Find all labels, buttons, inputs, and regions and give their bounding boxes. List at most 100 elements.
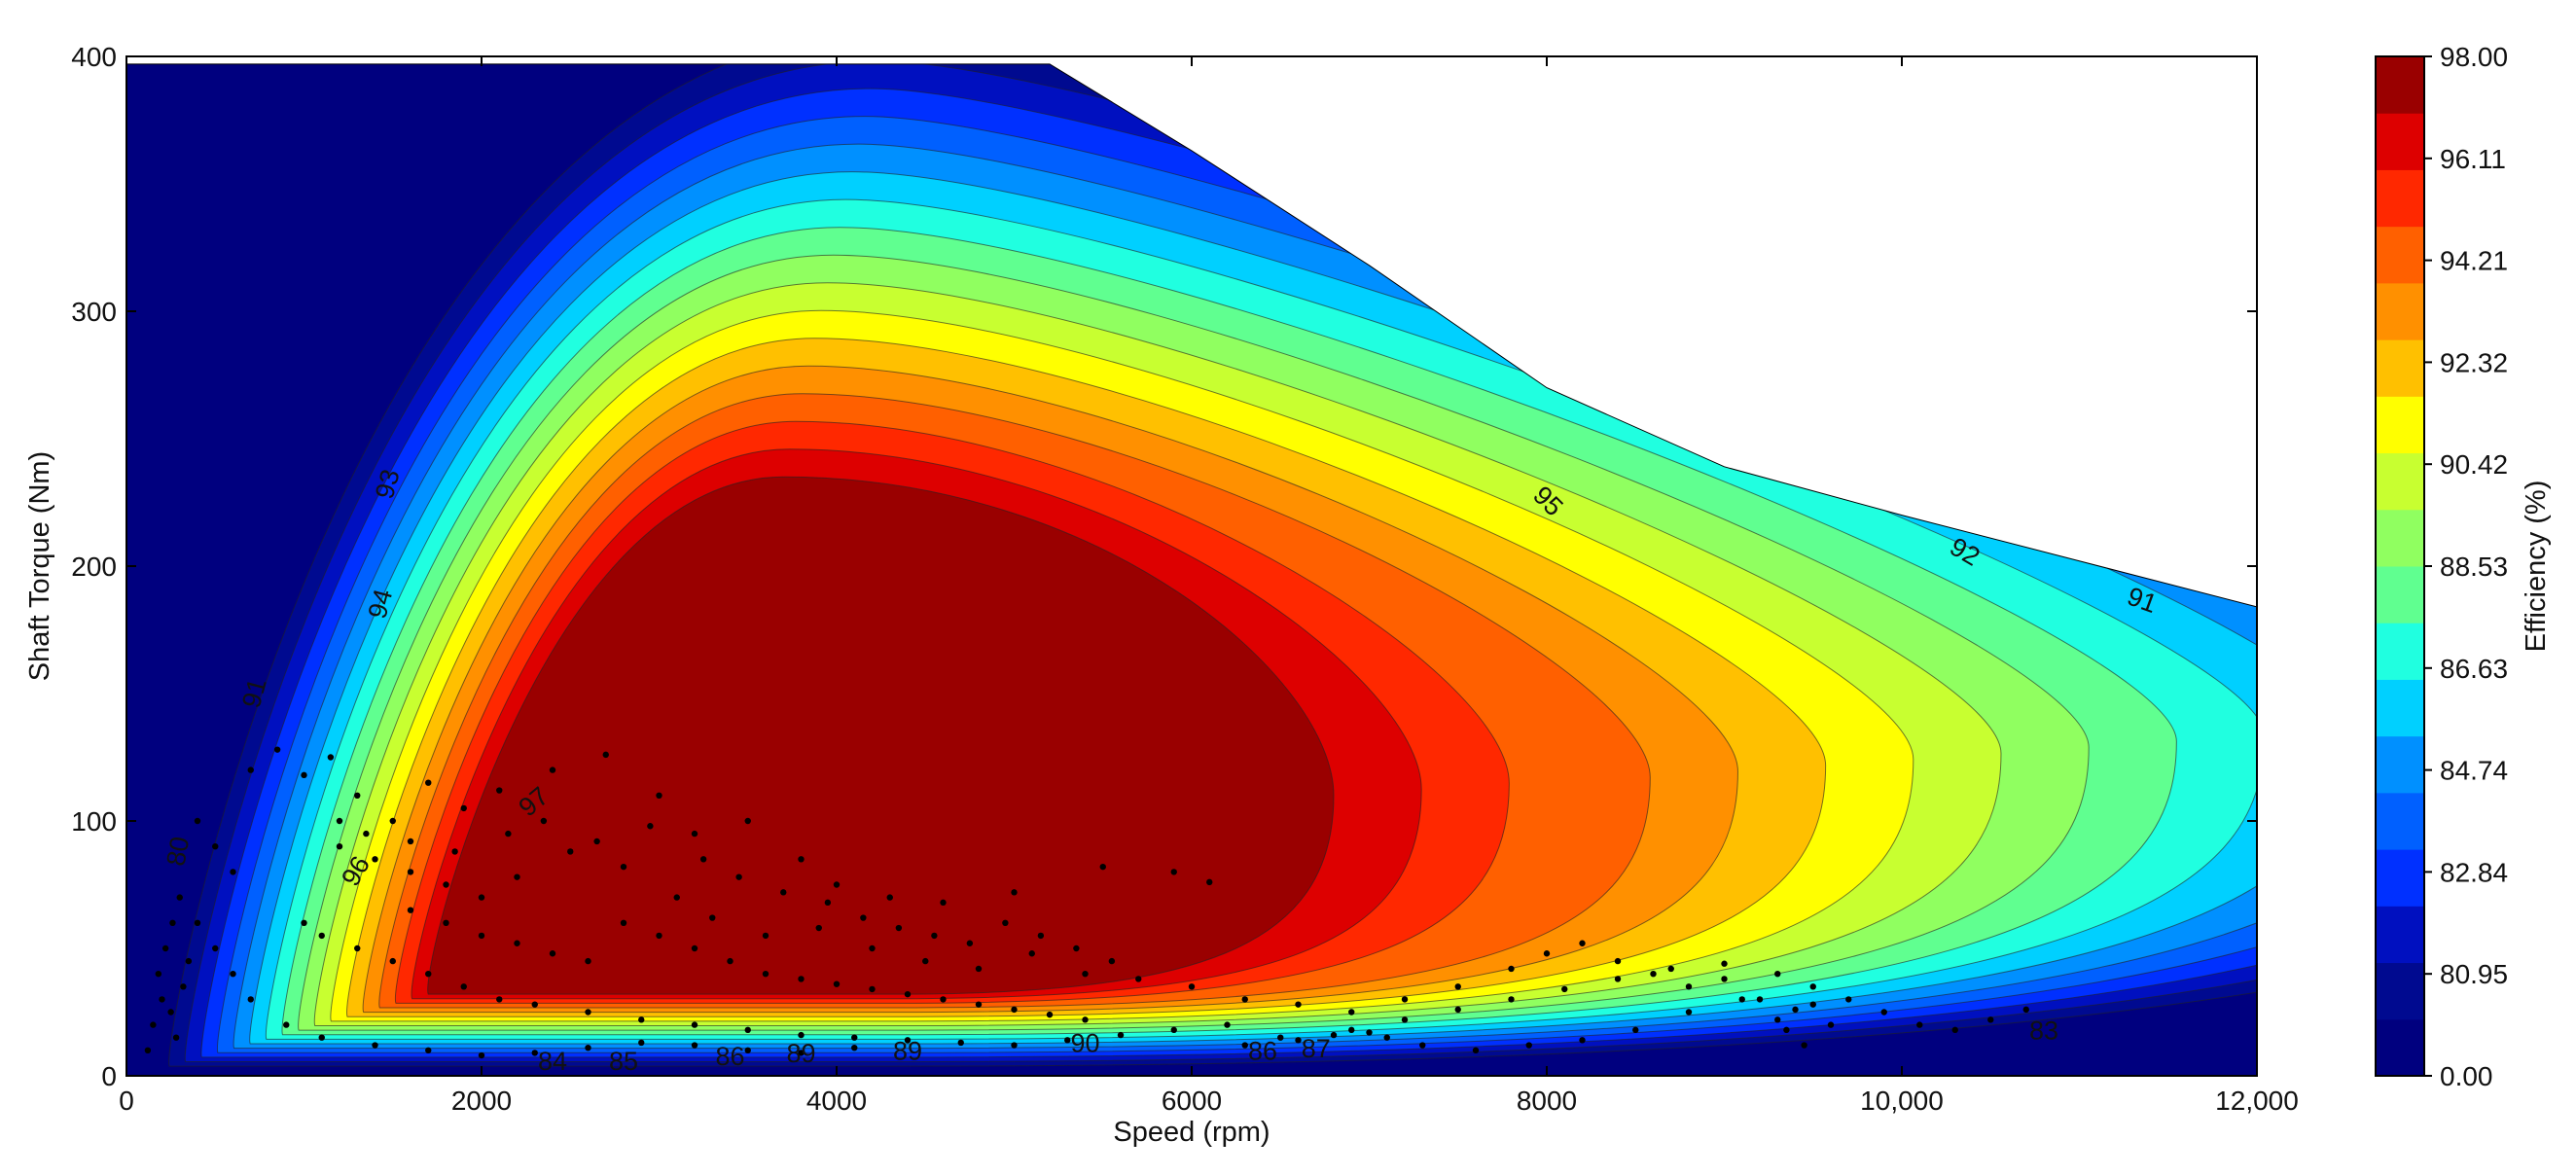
colorbar-swatch	[2376, 735, 2424, 794]
x-tick-label: 2000	[451, 1086, 512, 1116]
scatter-point	[1383, 1034, 1390, 1041]
scatter-point	[1082, 971, 1089, 978]
scatter-point	[318, 932, 325, 940]
scatter-point	[1046, 1011, 1054, 1018]
colorbar-swatch	[2376, 906, 2424, 964]
contour-label: 83	[2029, 1016, 2058, 1046]
scatter-point	[425, 779, 432, 786]
colorbar-swatch	[2376, 226, 2424, 284]
scatter-point	[1685, 983, 1693, 990]
scatter-point	[1579, 1037, 1586, 1044]
colorbar-swatch	[2376, 452, 2424, 511]
scatter-point	[336, 843, 343, 850]
scatter-point	[354, 792, 361, 799]
scatter-point	[1916, 1021, 1923, 1028]
colorbar-swatch	[2376, 509, 2424, 567]
colorbar-tick-label: 96.11	[2440, 144, 2506, 174]
colorbar-tick-label: 98.00	[2440, 42, 2508, 72]
contour-label: 93	[370, 466, 406, 502]
scatter-point	[975, 965, 983, 973]
scatter-point	[1614, 957, 1622, 965]
scatter-point	[656, 792, 662, 799]
scatter-point	[1224, 1021, 1231, 1028]
scatter-point	[567, 848, 574, 855]
scatter-point	[957, 1039, 964, 1047]
scatter-point	[833, 881, 841, 888]
scatter-point	[673, 894, 680, 901]
scatter-point	[798, 1031, 805, 1039]
y-tick-label: 0	[101, 1061, 117, 1091]
scatter-point	[940, 996, 947, 1003]
colorbar-tick-label: 92.32	[2440, 347, 2508, 377]
scatter-point	[833, 980, 841, 987]
scatter-point	[780, 889, 787, 896]
scatter-point	[593, 837, 600, 845]
scatter-point	[478, 894, 485, 901]
scatter-point	[860, 914, 867, 921]
colorbar-tick-label: 84.74	[2440, 756, 2508, 786]
scatter-point	[212, 944, 219, 952]
colorbar-swatch	[2376, 962, 2424, 1020]
scatter-point	[407, 907, 414, 913]
contour-label: 90	[1070, 1029, 1099, 1058]
scatter-point	[363, 830, 370, 837]
colorbar-swatch	[2376, 56, 2424, 114]
colorbar-title: Efficiency (%)	[2521, 481, 2552, 653]
contour-label: 87	[1302, 1034, 1331, 1063]
x-tick-label: 0	[119, 1086, 134, 1116]
scatter-point	[496, 996, 503, 1003]
scatter-point	[540, 817, 548, 825]
scatter-point	[638, 1016, 645, 1023]
scatter-point	[869, 985, 876, 993]
colorbar-swatch	[2376, 849, 2424, 907]
scatter-point	[172, 1034, 180, 1041]
scatter-point	[1827, 1021, 1835, 1028]
scatter-point	[762, 932, 769, 940]
scatter-point	[514, 940, 520, 946]
colorbar-swatch	[2376, 623, 2424, 680]
scatter-point	[514, 873, 520, 880]
scatter-point	[656, 932, 662, 940]
colorbar-swatch	[2376, 566, 2424, 624]
scatter-point	[155, 971, 162, 978]
scatter-point	[1987, 1016, 1994, 1023]
scatter-point	[815, 924, 822, 932]
scatter-point	[1614, 976, 1622, 982]
scatter-point	[940, 899, 947, 907]
scatter-point	[212, 843, 219, 850]
scatter-point	[1028, 950, 1035, 957]
contour-label: 94	[363, 586, 399, 622]
scatter-point	[1099, 863, 1106, 871]
scatter-point	[505, 830, 512, 837]
y-tick-label: 100	[71, 806, 117, 837]
scatter-point	[1241, 996, 1248, 1003]
scatter-point	[1295, 1037, 1302, 1044]
scatter-point	[727, 957, 733, 965]
scatter-point	[1880, 1009, 1887, 1016]
scatter-point	[1561, 985, 1568, 993]
contour-label: 89	[786, 1039, 815, 1068]
x-tick-label: 12,000	[2215, 1086, 2299, 1116]
scatter-point	[895, 924, 903, 932]
scatter-point	[549, 950, 556, 957]
scatter-point	[602, 751, 609, 759]
scatter-point	[150, 1021, 157, 1028]
scatter-point	[1792, 1006, 1799, 1014]
scatter-point	[1330, 1031, 1338, 1039]
scatter-point	[1721, 976, 1728, 982]
scatter-point	[301, 919, 307, 926]
contour-label: 80	[161, 835, 196, 869]
contour-label: 89	[893, 1037, 922, 1066]
scatter-point	[389, 817, 396, 825]
scatter-point	[247, 996, 254, 1003]
contour-label: 84	[538, 1047, 567, 1076]
scatter-point	[1721, 960, 1728, 967]
y-axis-title: Shaft Torque (Nm)	[24, 451, 55, 681]
scatter-point	[699, 856, 707, 863]
scatter-point	[301, 771, 307, 779]
scatter-point	[318, 1034, 325, 1041]
scatter-point	[798, 856, 805, 863]
colorbar-swatch	[2376, 169, 2424, 228]
